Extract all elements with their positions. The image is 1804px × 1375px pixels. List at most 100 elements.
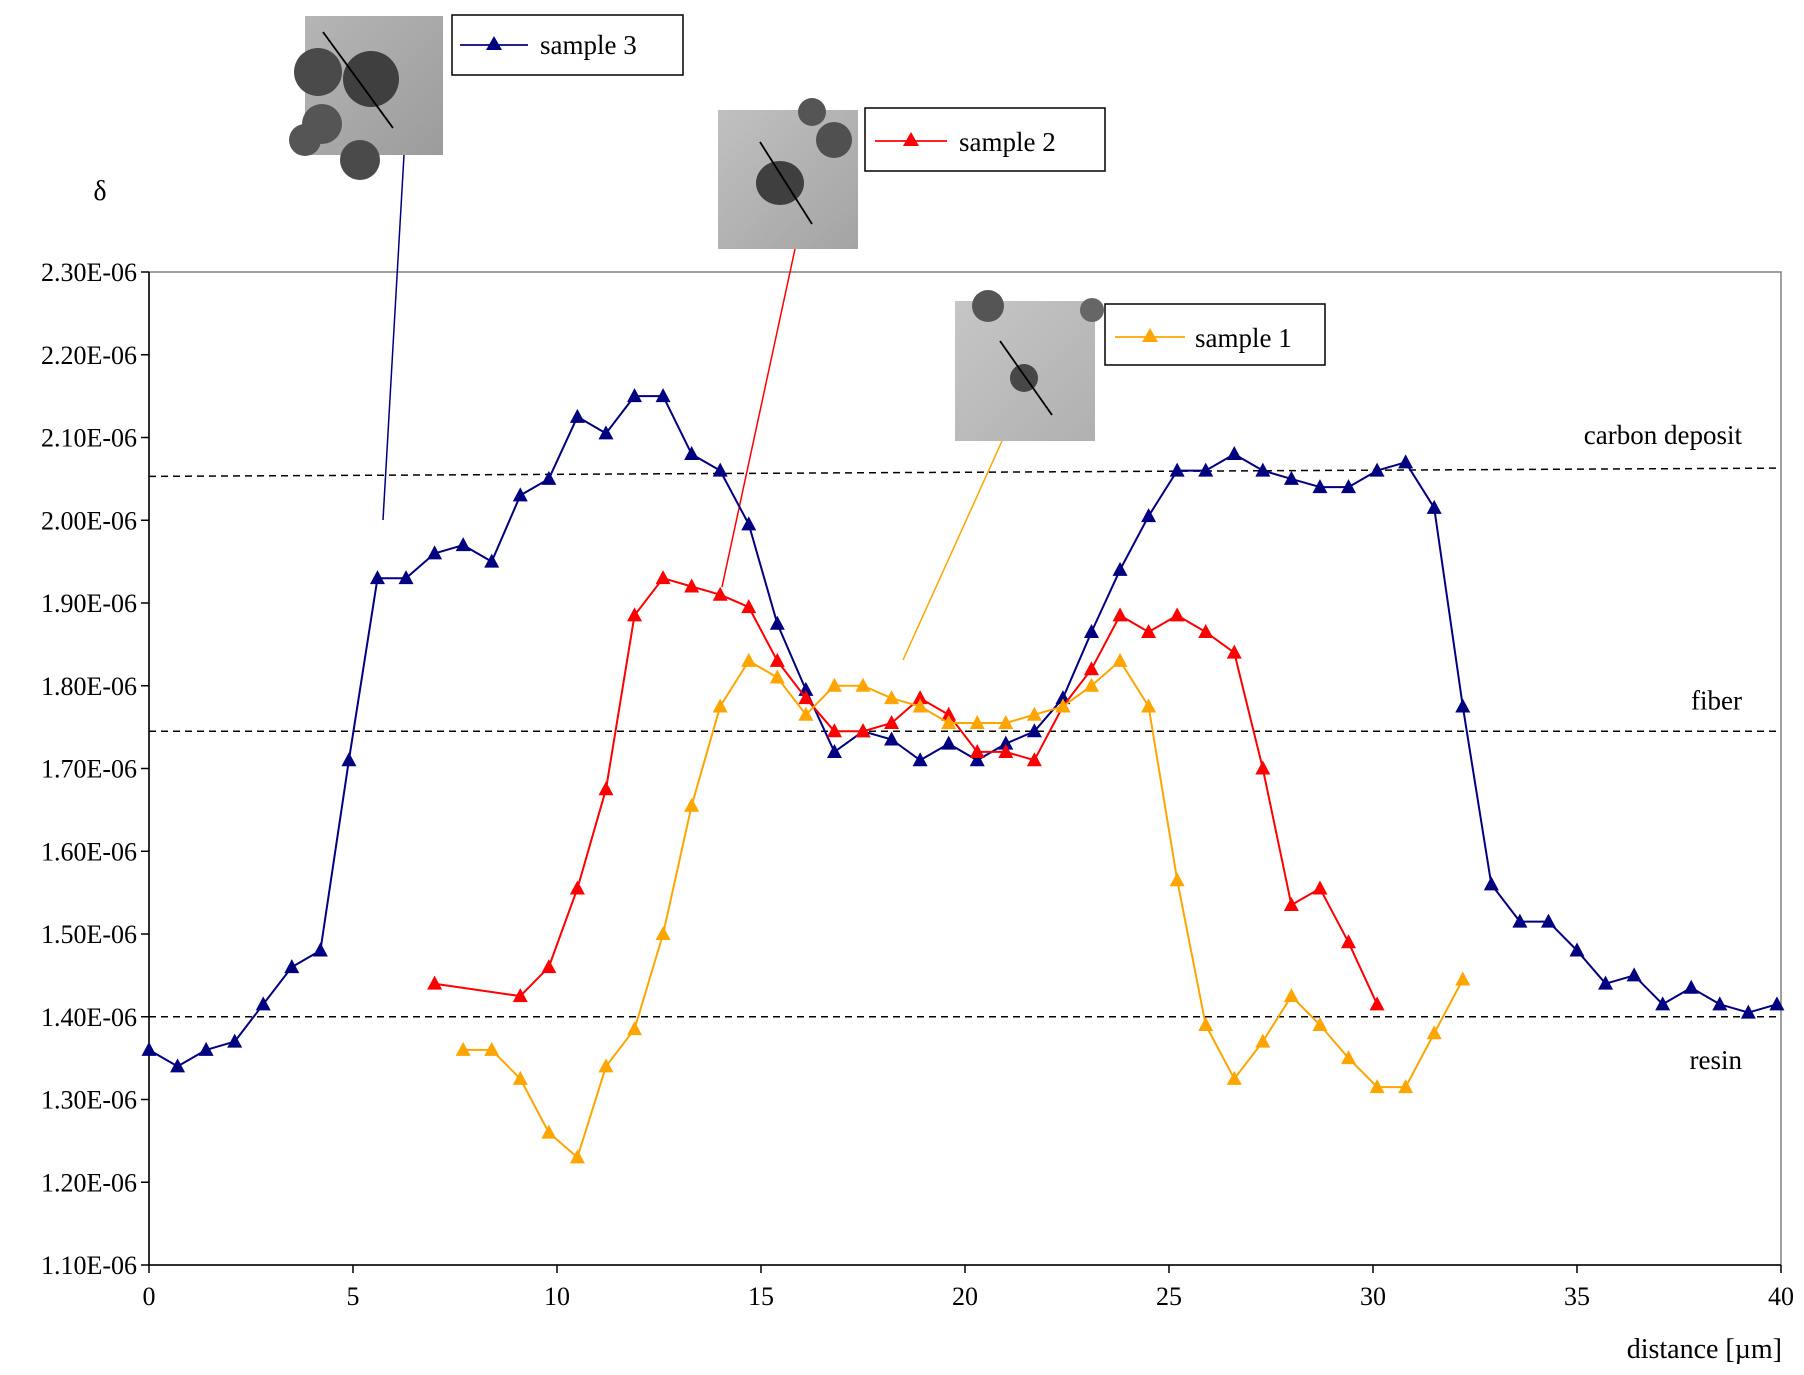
data-point-sample-3 bbox=[1083, 623, 1099, 638]
data-point-sample-2 bbox=[655, 570, 671, 585]
data-point-sample-1 bbox=[998, 714, 1014, 729]
data-point-sample-2 bbox=[1312, 880, 1328, 895]
data-point-sample-3 bbox=[941, 735, 957, 750]
data-point-sample-1 bbox=[855, 677, 871, 692]
data-point-sample-3 bbox=[569, 408, 585, 423]
data-point-sample-3 bbox=[1198, 462, 1214, 477]
data-point-sample-2 bbox=[541, 959, 557, 974]
data-point-sample-1 bbox=[1255, 1033, 1271, 1048]
x-tick-label: 15 bbox=[748, 1282, 774, 1311]
data-point-sample-2 bbox=[798, 690, 814, 705]
data-point-sample-3 bbox=[655, 388, 671, 403]
data-point-sample-1 bbox=[769, 669, 785, 684]
data-point-sample-3 bbox=[1341, 479, 1357, 494]
data-point-sample-2 bbox=[769, 652, 785, 667]
data-point-sample-2 bbox=[1341, 934, 1357, 949]
data-point-sample-2 bbox=[684, 578, 700, 593]
inset-image-sample-3 bbox=[289, 16, 443, 180]
data-point-sample-3 bbox=[227, 1033, 243, 1048]
data-point-sample-3 bbox=[912, 752, 928, 767]
leader-line-sample-1 bbox=[902, 440, 1003, 661]
data-point-sample-3 bbox=[684, 446, 700, 461]
x-axis-ticks: 0 5 10 15 20 25 30 35 40 bbox=[143, 1265, 1794, 1311]
data-point-sample-3 bbox=[198, 1041, 214, 1056]
y-tick-label: 1.10E-06 bbox=[41, 1251, 137, 1280]
series-sample-2 bbox=[427, 570, 1385, 1011]
y-tick-label: 1.20E-06 bbox=[41, 1168, 137, 1197]
data-point-sample-2 bbox=[741, 599, 757, 614]
series-sample-3 bbox=[141, 388, 1785, 1073]
y-tick-label: 2.20E-06 bbox=[41, 341, 137, 370]
data-point-sample-1 bbox=[1426, 1025, 1442, 1040]
data-point-sample-1 bbox=[1026, 706, 1042, 721]
data-point-sample-1 bbox=[1055, 698, 1071, 713]
data-point-sample-3 bbox=[541, 470, 557, 485]
data-point-sample-1 bbox=[598, 1058, 614, 1073]
data-point-sample-1 bbox=[1398, 1079, 1414, 1094]
data-point-sample-3 bbox=[512, 487, 528, 502]
reference-label-resin: resin bbox=[1690, 1045, 1743, 1075]
x-axis-title: distance [µm] bbox=[1627, 1334, 1782, 1365]
data-point-sample-3 bbox=[170, 1058, 186, 1073]
y-axis-ticks: 1.10E-06 1.20E-06 1.30E-06 1.40E-06 1.50E-06… bbox=[41, 258, 149, 1280]
data-point-sample-3 bbox=[1026, 723, 1042, 738]
data-point-sample-1 bbox=[1198, 1017, 1214, 1032]
data-point-sample-1 bbox=[627, 1021, 643, 1036]
x-tick-label: 35 bbox=[1564, 1282, 1590, 1311]
data-point-sample-3 bbox=[1626, 967, 1642, 982]
leader-line-sample-2 bbox=[721, 248, 796, 588]
data-point-sample-2 bbox=[1283, 897, 1299, 912]
legend-label-sample-3: sample 3 bbox=[540, 30, 637, 60]
data-point-sample-1 bbox=[1369, 1079, 1385, 1094]
data-point-sample-1 bbox=[1341, 1050, 1357, 1065]
data-point-sample-3 bbox=[255, 996, 271, 1011]
data-point-sample-1 bbox=[941, 714, 957, 729]
x-tick-label: 40 bbox=[1768, 1282, 1794, 1311]
reference-label-carbon-deposit: carbon deposit bbox=[1584, 420, 1743, 450]
data-point-sample-3 bbox=[1769, 996, 1785, 1011]
data-point-sample-2 bbox=[884, 714, 900, 729]
data-point-sample-2 bbox=[969, 743, 985, 758]
data-point-sample-2 bbox=[941, 706, 957, 721]
data-point-sample-3 bbox=[427, 545, 443, 560]
legend-sample-1: sample 1 bbox=[1104, 303, 1326, 366]
x-tick-label: 5 bbox=[347, 1282, 360, 1311]
y-tick-label: 1.80E-06 bbox=[41, 672, 137, 701]
data-point-sample-3 bbox=[998, 735, 1014, 750]
data-point-sample-3 bbox=[284, 959, 300, 974]
data-point-sample-3 bbox=[1512, 913, 1528, 928]
x-tick-label: 0 bbox=[143, 1282, 156, 1311]
y-tick-label: 2.30E-06 bbox=[41, 258, 137, 287]
series-line-sample-2 bbox=[434, 577, 1379, 1005]
data-point-sample-1 bbox=[569, 1149, 585, 1164]
y-tick-label: 2.00E-06 bbox=[41, 506, 137, 535]
data-point-sample-1 bbox=[884, 690, 900, 705]
data-point-sample-3 bbox=[1369, 462, 1385, 477]
data-point-sample-1 bbox=[1283, 988, 1299, 1003]
data-point-sample-2 bbox=[998, 743, 1014, 758]
series-line-sample-3 bbox=[148, 395, 1778, 1068]
data-point-sample-1 bbox=[798, 706, 814, 721]
y-tick-label: 1.70E-06 bbox=[41, 755, 137, 784]
data-point-sample-3 bbox=[312, 942, 328, 957]
data-point-sample-1 bbox=[1141, 698, 1157, 713]
data-point-sample-2 bbox=[1169, 607, 1185, 622]
leader-line-sample-3 bbox=[382, 154, 405, 521]
data-point-sample-1 bbox=[684, 797, 700, 812]
data-point-sample-1 bbox=[969, 714, 985, 729]
data-point-sample-2 bbox=[1141, 623, 1157, 638]
data-point-sample-1 bbox=[741, 652, 757, 667]
data-point-sample-3 bbox=[141, 1041, 157, 1056]
data-point-sample-3 bbox=[1226, 446, 1242, 461]
data-point-sample-3 bbox=[1712, 996, 1728, 1011]
x-tick-label: 10 bbox=[544, 1282, 570, 1311]
data-point-sample-2 bbox=[712, 586, 728, 601]
x-tick-label: 20 bbox=[952, 1282, 978, 1311]
data-point-sample-1 bbox=[1083, 677, 1099, 692]
inset-image-sample-2 bbox=[718, 98, 858, 249]
data-point-sample-1 bbox=[1455, 971, 1471, 986]
data-point-sample-2 bbox=[855, 723, 871, 738]
data-point-sample-1 bbox=[1169, 872, 1185, 887]
